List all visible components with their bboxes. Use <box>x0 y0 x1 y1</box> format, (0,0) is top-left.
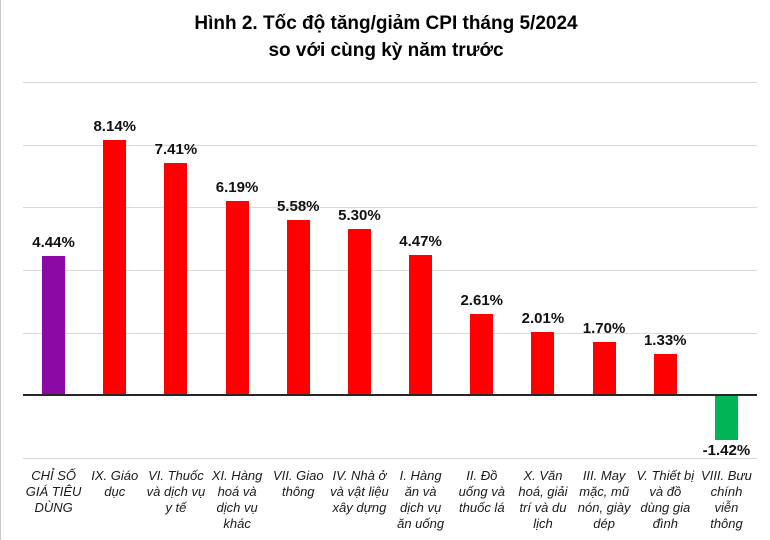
bar <box>42 256 66 396</box>
bar-value-label: 1.33% <box>643 331 687 349</box>
bar <box>347 229 371 396</box>
gridline <box>23 82 757 83</box>
bar <box>409 255 433 396</box>
bar-value-label: 7.41% <box>154 141 198 159</box>
bar <box>164 163 188 396</box>
bar-value-label: 4.47% <box>399 233 442 251</box>
bar-value-label: 2.01% <box>521 310 565 328</box>
bar-value-label: 6.19% <box>215 179 259 197</box>
bar-value-label: 5.30% <box>338 207 381 225</box>
bar-value-label: 1.70% <box>582 320 626 338</box>
bar <box>653 353 677 396</box>
bar <box>531 332 555 396</box>
category-label: VIII. Bưu chính viễn thông <box>701 468 752 531</box>
bar-value-label: 4.44% <box>32 234 75 252</box>
bar <box>103 140 127 396</box>
gridline <box>23 144 757 146</box>
chart-title-line2: so với cùng kỳ năm trước <box>268 40 504 61</box>
chart-title: Hình 2. Tốc độ tăng/giảm CPI tháng 5/202… <box>1 10 770 64</box>
gridline <box>23 270 757 271</box>
chart-title-line1: Hình 2. Tốc độ tăng/giảm CPI tháng 5/202… <box>194 13 578 34</box>
category-label: V. Thiết bị và đồ dùng gia đình <box>636 468 695 531</box>
plot-area: 4.44% 8.14% 7.41% 6.19% 5.58% 5.30% 4.47% 2.61%… <box>23 82 757 459</box>
category-label: IV. Nhà ở và vật liệu xây dựng <box>330 468 389 515</box>
category-label: CHỈ SỐ GIÁ TIÊU DÙNG <box>25 468 82 515</box>
gridline <box>23 207 757 209</box>
bar-value-label: 5.58% <box>276 198 320 216</box>
bar <box>592 342 616 396</box>
bar <box>714 395 738 440</box>
category-label: II. Đồ uống và thuốc lá <box>458 468 505 515</box>
category-label: I. Hàng ăn và dịch vụ ăn uống <box>397 468 445 531</box>
category-axis: CHỈ SỐ GIÁ TIÊU DÙNG IX. Giáo dục VI. Thuố… <box>23 468 757 532</box>
category-label: III. May mặc, mũ nón, giày dép <box>577 468 631 531</box>
bar <box>225 201 249 396</box>
category-label: VI. Thuốc và dịch vụ y tế <box>146 468 206 515</box>
bar-value-label: 2.61% <box>460 291 504 309</box>
bar <box>286 220 310 396</box>
bar-value-label: -1.42% <box>702 441 751 459</box>
category-label: X. Văn hoá, giải trí và du lịch <box>518 468 568 531</box>
category-label: IX. Giáo dục <box>91 468 139 499</box>
zero-axis-line <box>23 394 757 397</box>
bar <box>470 313 494 396</box>
gridline <box>23 458 757 459</box>
category-label: VII. Giao thông <box>272 468 324 499</box>
category-label: XI. Hàng hoá và dịch vụ khác <box>211 468 263 531</box>
bar-value-label: 8.14% <box>93 118 137 136</box>
gridline <box>23 332 757 334</box>
